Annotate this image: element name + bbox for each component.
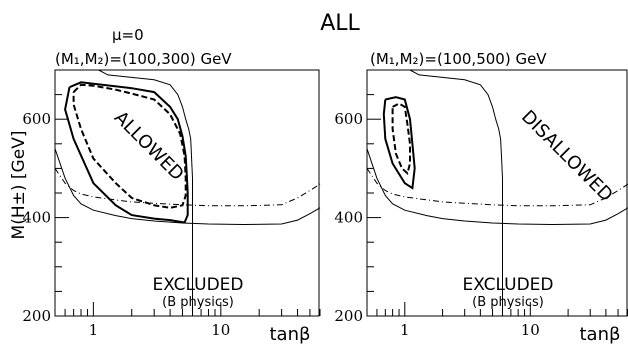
series-line-3 — [409, 69, 503, 316]
x-tick-label: 10 — [521, 321, 540, 339]
panel-right-excluded-annotation: EXCLUDED — [462, 275, 553, 295]
panel-right-x-axis-label: tanβ — [580, 324, 621, 345]
panel-right-subtitle: (M₁,M₂)=(100,500) GeV — [370, 50, 547, 68]
series-line-5 — [391, 102, 411, 176]
panel-left-b-physics-annotation: (B physics) — [162, 295, 234, 310]
series-line-1 — [54, 148, 321, 226]
panel-right-b-physics-annotation: (B physics) — [472, 295, 544, 310]
x-tick-label: 1 — [400, 321, 410, 339]
y-tick-label: 400 — [334, 209, 363, 227]
panel-left: (M₁,M₂)=(100,300) GeV M(H±) [GeV] tanβ A… — [9, 50, 321, 345]
panel-right: (M₁,M₂)=(100,500) GeV tanβ DISALLOWED EX… — [334, 50, 628, 345]
allowed-annotation: ALLOWED — [110, 107, 188, 185]
series-line-1 — [366, 148, 628, 226]
series-line-4 — [382, 96, 416, 190]
figure-title: ALL — [320, 11, 360, 36]
panel-left-excluded-annotation: EXCLUDED — [152, 275, 243, 295]
panel-left-subtitle: (M₁,M₂)=(100,300) GeV — [55, 50, 232, 68]
y-tick-label: 400 — [22, 209, 51, 227]
disallowed-annotation: DISALLOWED — [517, 106, 617, 206]
y-tick-label: 200 — [22, 307, 51, 325]
x-tick-label: 1 — [89, 321, 99, 339]
y-tick-label: 600 — [334, 110, 363, 128]
series-line-3 — [84, 69, 193, 316]
series-line-4 — [64, 81, 189, 224]
series-line-2 — [54, 168, 321, 207]
series-line-2 — [366, 168, 628, 207]
panel-left-x-axis-label: tanβ — [270, 324, 311, 345]
y-tick-label: 600 — [22, 110, 51, 128]
mu-label: μ=0 — [112, 26, 144, 44]
series-line-5 — [72, 83, 187, 209]
x-tick-label: 10 — [211, 321, 230, 339]
y-tick-label: 200 — [334, 307, 363, 325]
y-axis-label: M(H±) [GeV] — [9, 131, 29, 240]
